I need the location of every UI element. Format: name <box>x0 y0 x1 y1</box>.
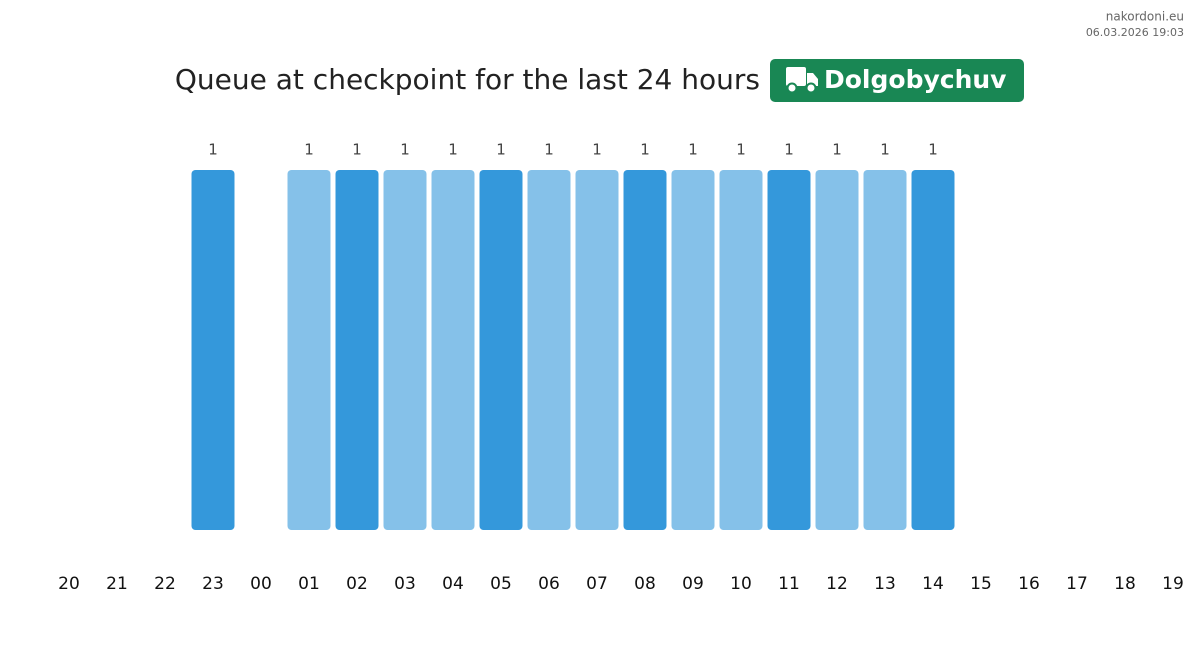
value-label: 1 <box>688 141 698 159</box>
x-tick-label: 20 <box>58 574 80 594</box>
bar <box>815 170 859 530</box>
timestamp: 06.03.2026 19:03 <box>1086 26 1184 39</box>
truck-icon <box>786 67 818 94</box>
x-tick-label: 18 <box>1114 574 1136 594</box>
bar <box>575 170 619 530</box>
value-label: 1 <box>592 141 602 159</box>
x-tick-label: 01 <box>298 574 320 594</box>
value-label: 1 <box>544 141 554 159</box>
value-label: 1 <box>304 141 314 159</box>
x-tick-label: 06 <box>538 574 560 594</box>
bar <box>719 170 763 530</box>
x-tick-label: 09 <box>682 574 704 594</box>
value-label: 1 <box>208 141 218 159</box>
bar <box>383 170 427 530</box>
x-tick-label: 22 <box>154 574 176 594</box>
bar <box>911 170 955 530</box>
x-tick-label: 00 <box>250 574 272 594</box>
checkpoint-name: Dolgobychuv <box>824 65 1006 94</box>
value-label: 1 <box>880 141 890 159</box>
bar <box>479 170 523 530</box>
x-tick-label: 15 <box>970 574 992 594</box>
bar <box>623 170 667 530</box>
x-tick-label: 05 <box>490 574 512 594</box>
x-tick-label: 17 <box>1066 574 1088 594</box>
value-label: 1 <box>496 141 506 159</box>
x-tick-label: 08 <box>634 574 656 594</box>
x-tick-label: 04 <box>442 574 464 594</box>
x-tick-label: 07 <box>586 574 608 594</box>
x-tick-label: 10 <box>730 574 752 594</box>
chart-title: Queue at checkpoint for the last 24 hour… <box>175 63 760 96</box>
bar <box>671 170 715 530</box>
value-label: 1 <box>784 141 794 159</box>
x-tick-label: 03 <box>394 574 416 594</box>
bar <box>863 170 907 530</box>
value-label: 1 <box>736 141 746 159</box>
value-label: 1 <box>832 141 842 159</box>
value-label: 1 <box>928 141 938 159</box>
checkpoint-badge <box>770 59 1024 102</box>
bar <box>527 170 571 530</box>
x-tick-label: 19 <box>1162 574 1184 594</box>
x-tick-label: 13 <box>874 574 896 594</box>
x-tick-label: 12 <box>826 574 848 594</box>
bar <box>191 170 235 530</box>
value-label: 1 <box>352 141 362 159</box>
x-tick-label: 11 <box>778 574 800 594</box>
value-label: 1 <box>448 141 458 159</box>
x-tick-label: 14 <box>922 574 944 594</box>
site-name: nakordoni.eu <box>1106 10 1184 24</box>
bar <box>767 170 811 530</box>
value-label: 1 <box>640 141 650 159</box>
x-tick-label: 16 <box>1018 574 1040 594</box>
bar <box>335 170 379 530</box>
x-tick-label: 02 <box>346 574 368 594</box>
x-tick-label: 23 <box>202 574 224 594</box>
bar <box>287 170 331 530</box>
bar <box>431 170 475 530</box>
x-tick-label: 21 <box>106 574 128 594</box>
value-label: 1 <box>400 141 410 159</box>
